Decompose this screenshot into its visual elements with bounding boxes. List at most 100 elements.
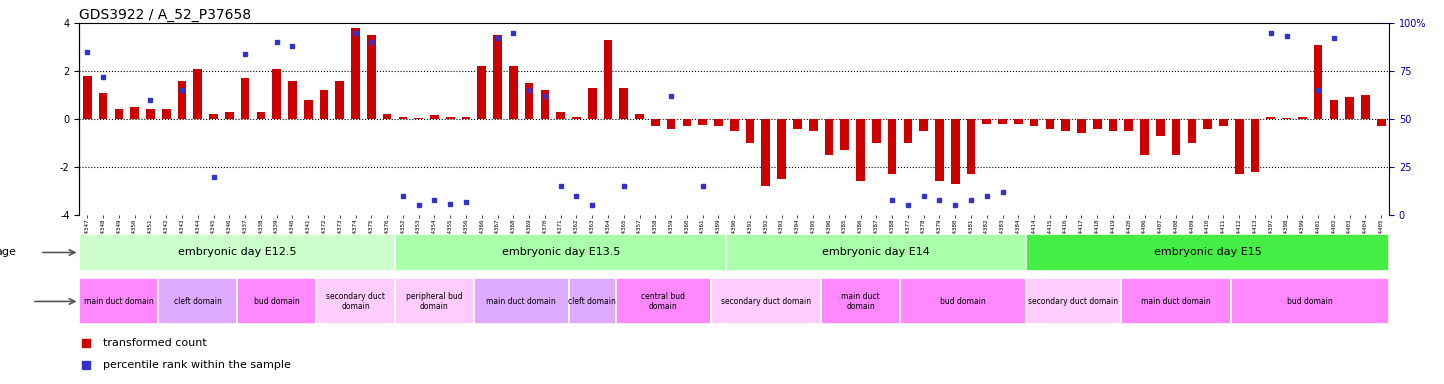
Text: secondary duct domain: secondary duct domain: [721, 297, 812, 306]
Bar: [396, 234, 726, 271]
Bar: [1203, 119, 1212, 129]
Bar: [761, 119, 770, 186]
Bar: [1330, 100, 1339, 119]
Bar: [1314, 45, 1323, 119]
Bar: [1045, 119, 1054, 129]
Bar: [904, 119, 913, 143]
Bar: [1030, 119, 1038, 126]
Text: embryonic day E13.5: embryonic day E13.5: [501, 247, 619, 258]
Bar: [856, 119, 865, 182]
Bar: [1121, 278, 1232, 324]
Bar: [273, 69, 282, 119]
Text: peripheral bud
domain: peripheral bud domain: [406, 292, 462, 311]
Bar: [1061, 119, 1070, 131]
Bar: [1235, 119, 1243, 174]
Text: embryonic day E15: embryonic day E15: [1154, 247, 1262, 258]
Bar: [1346, 98, 1354, 119]
Bar: [888, 119, 897, 174]
Text: main duct
domain: main duct domain: [842, 292, 879, 311]
Bar: [225, 112, 234, 119]
Bar: [1171, 119, 1180, 155]
Text: percentile rank within the sample: percentile rank within the sample: [103, 360, 290, 370]
Text: secondary duct
domain: secondary duct domain: [326, 292, 386, 311]
Bar: [430, 116, 439, 119]
Bar: [1378, 119, 1386, 126]
Bar: [777, 119, 786, 179]
Bar: [289, 81, 297, 119]
Text: GDS3922 / A_52_P37658: GDS3922 / A_52_P37658: [79, 8, 251, 22]
Bar: [619, 88, 628, 119]
Bar: [982, 119, 991, 124]
Bar: [303, 100, 312, 119]
Bar: [604, 40, 612, 119]
Text: main duct domain: main duct domain: [487, 297, 556, 306]
Bar: [178, 81, 186, 119]
Bar: [569, 278, 617, 324]
Bar: [79, 278, 159, 324]
Bar: [793, 119, 801, 129]
Bar: [209, 114, 218, 119]
Bar: [710, 278, 822, 324]
Bar: [822, 278, 900, 324]
Bar: [920, 119, 928, 131]
Text: secondary duct domain: secondary duct domain: [1028, 297, 1119, 306]
Bar: [383, 114, 391, 119]
Bar: [1266, 117, 1275, 119]
Bar: [114, 109, 123, 119]
Bar: [840, 119, 849, 150]
Bar: [510, 66, 518, 119]
Bar: [900, 278, 1027, 324]
Text: main duct domain: main duct domain: [1141, 297, 1212, 306]
Bar: [1282, 118, 1291, 119]
Bar: [79, 234, 396, 271]
Bar: [1077, 119, 1086, 134]
Text: embryonic day E12.5: embryonic day E12.5: [178, 247, 296, 258]
Bar: [1027, 278, 1121, 324]
Bar: [1187, 119, 1196, 143]
Bar: [146, 109, 155, 119]
Bar: [241, 78, 250, 119]
Bar: [367, 35, 375, 119]
Bar: [396, 278, 474, 324]
Bar: [998, 119, 1006, 124]
Bar: [316, 278, 396, 324]
Bar: [524, 83, 533, 119]
Bar: [335, 81, 344, 119]
Bar: [1232, 278, 1389, 324]
Bar: [162, 109, 170, 119]
Bar: [540, 90, 549, 119]
Bar: [159, 278, 237, 324]
Bar: [446, 117, 455, 119]
Bar: [936, 119, 944, 182]
Bar: [494, 35, 503, 119]
Bar: [1141, 119, 1149, 155]
Bar: [809, 119, 817, 131]
Text: central bud
domain: central bud domain: [641, 292, 686, 311]
Bar: [588, 88, 596, 119]
Bar: [414, 118, 423, 119]
Text: cleft domain: cleft domain: [173, 297, 222, 306]
Bar: [1362, 95, 1370, 119]
Bar: [825, 119, 833, 155]
Bar: [257, 112, 266, 119]
Bar: [1027, 234, 1389, 271]
Bar: [726, 234, 1027, 271]
Bar: [193, 69, 202, 119]
Bar: [683, 119, 692, 126]
Bar: [1125, 119, 1134, 131]
Bar: [1109, 119, 1118, 131]
Bar: [399, 117, 407, 119]
Bar: [462, 117, 471, 119]
Bar: [1157, 119, 1165, 136]
Text: embryonic day E14: embryonic day E14: [822, 247, 930, 258]
Bar: [572, 117, 580, 119]
Bar: [319, 90, 328, 119]
Bar: [1298, 117, 1307, 119]
Bar: [351, 28, 360, 119]
Bar: [130, 107, 139, 119]
Bar: [82, 76, 91, 119]
Text: cleft domain: cleft domain: [569, 297, 617, 306]
Text: transformed count: transformed count: [103, 338, 206, 348]
Bar: [1093, 119, 1102, 129]
Bar: [715, 119, 723, 126]
